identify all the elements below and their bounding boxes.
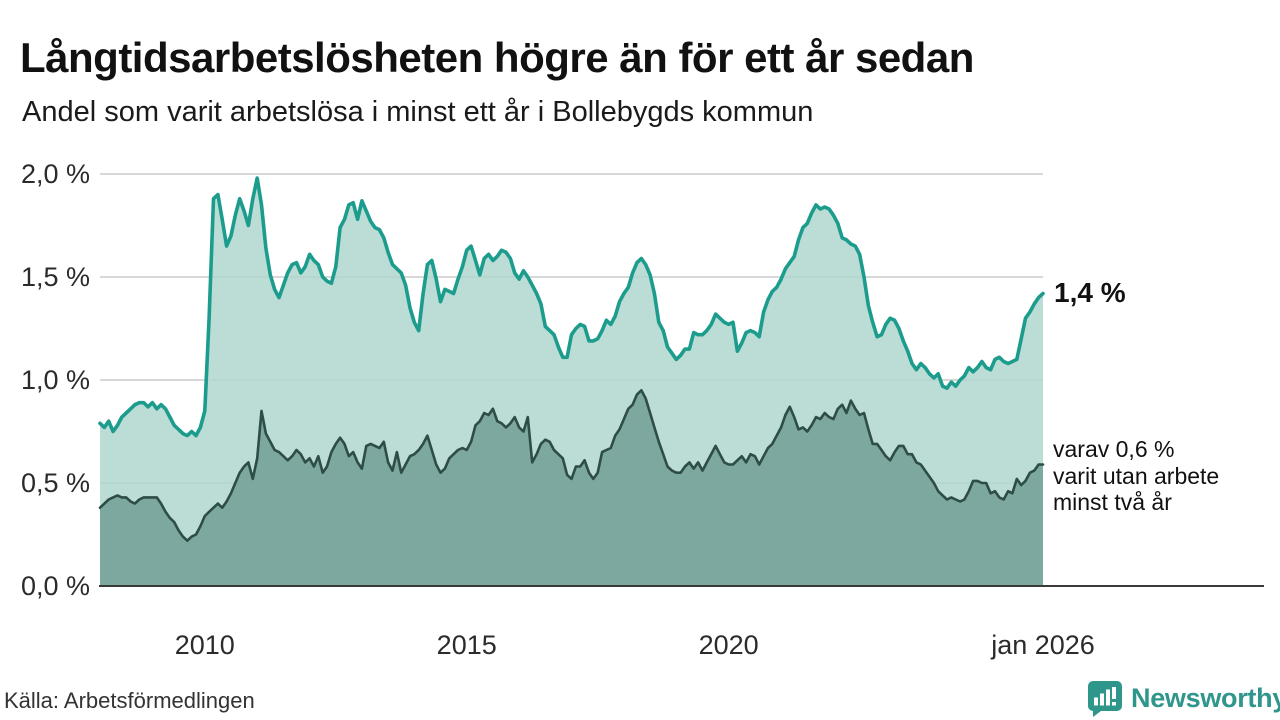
area-unemployed-two-years xyxy=(100,390,1043,586)
xtick-2015: 2015 xyxy=(436,630,497,660)
xtick-jan-2026: jan 2026 xyxy=(991,630,1095,660)
ytick-1-5: 1,5 % xyxy=(20,262,90,292)
ytick-1-0: 1,0 % xyxy=(20,365,90,395)
newsworthy-logo-icon xyxy=(1088,681,1122,717)
ytick-0: 0,0 % xyxy=(20,571,90,601)
ytick-2-0: 2,0 % xyxy=(20,159,90,189)
line-unemployed-two-years xyxy=(98,389,1045,542)
xtick-2020: 2020 xyxy=(698,630,759,660)
newsworthy-logo-text: Newsworthy xyxy=(1131,682,1280,713)
line-unemployed-one-year xyxy=(98,176,1045,438)
ytick-0-5: 0,5 % xyxy=(20,468,90,498)
latest-value-label: 1,4 % xyxy=(1054,277,1126,309)
sub-annotation-line-1: varav 0,6 % xyxy=(1053,436,1175,463)
source-attribution: Källa: Arbetsförmedlingen xyxy=(4,688,255,713)
sub-series-annotation: varav 0,6 % varit utan arbete minst två … xyxy=(1053,436,1219,516)
newsworthy-branding: Newsworthy xyxy=(1085,679,1280,717)
page-title: Långtidsarbetslösheten högre än för ett … xyxy=(20,34,974,82)
sub-annotation-line-3: minst två år xyxy=(1053,489,1172,516)
chart-subtitle: Andel som varit arbetslösa i minst ett å… xyxy=(22,96,814,128)
xtick-2010: 2010 xyxy=(174,630,235,660)
sub-annotation-line-2: varit utan arbete xyxy=(1053,462,1220,489)
